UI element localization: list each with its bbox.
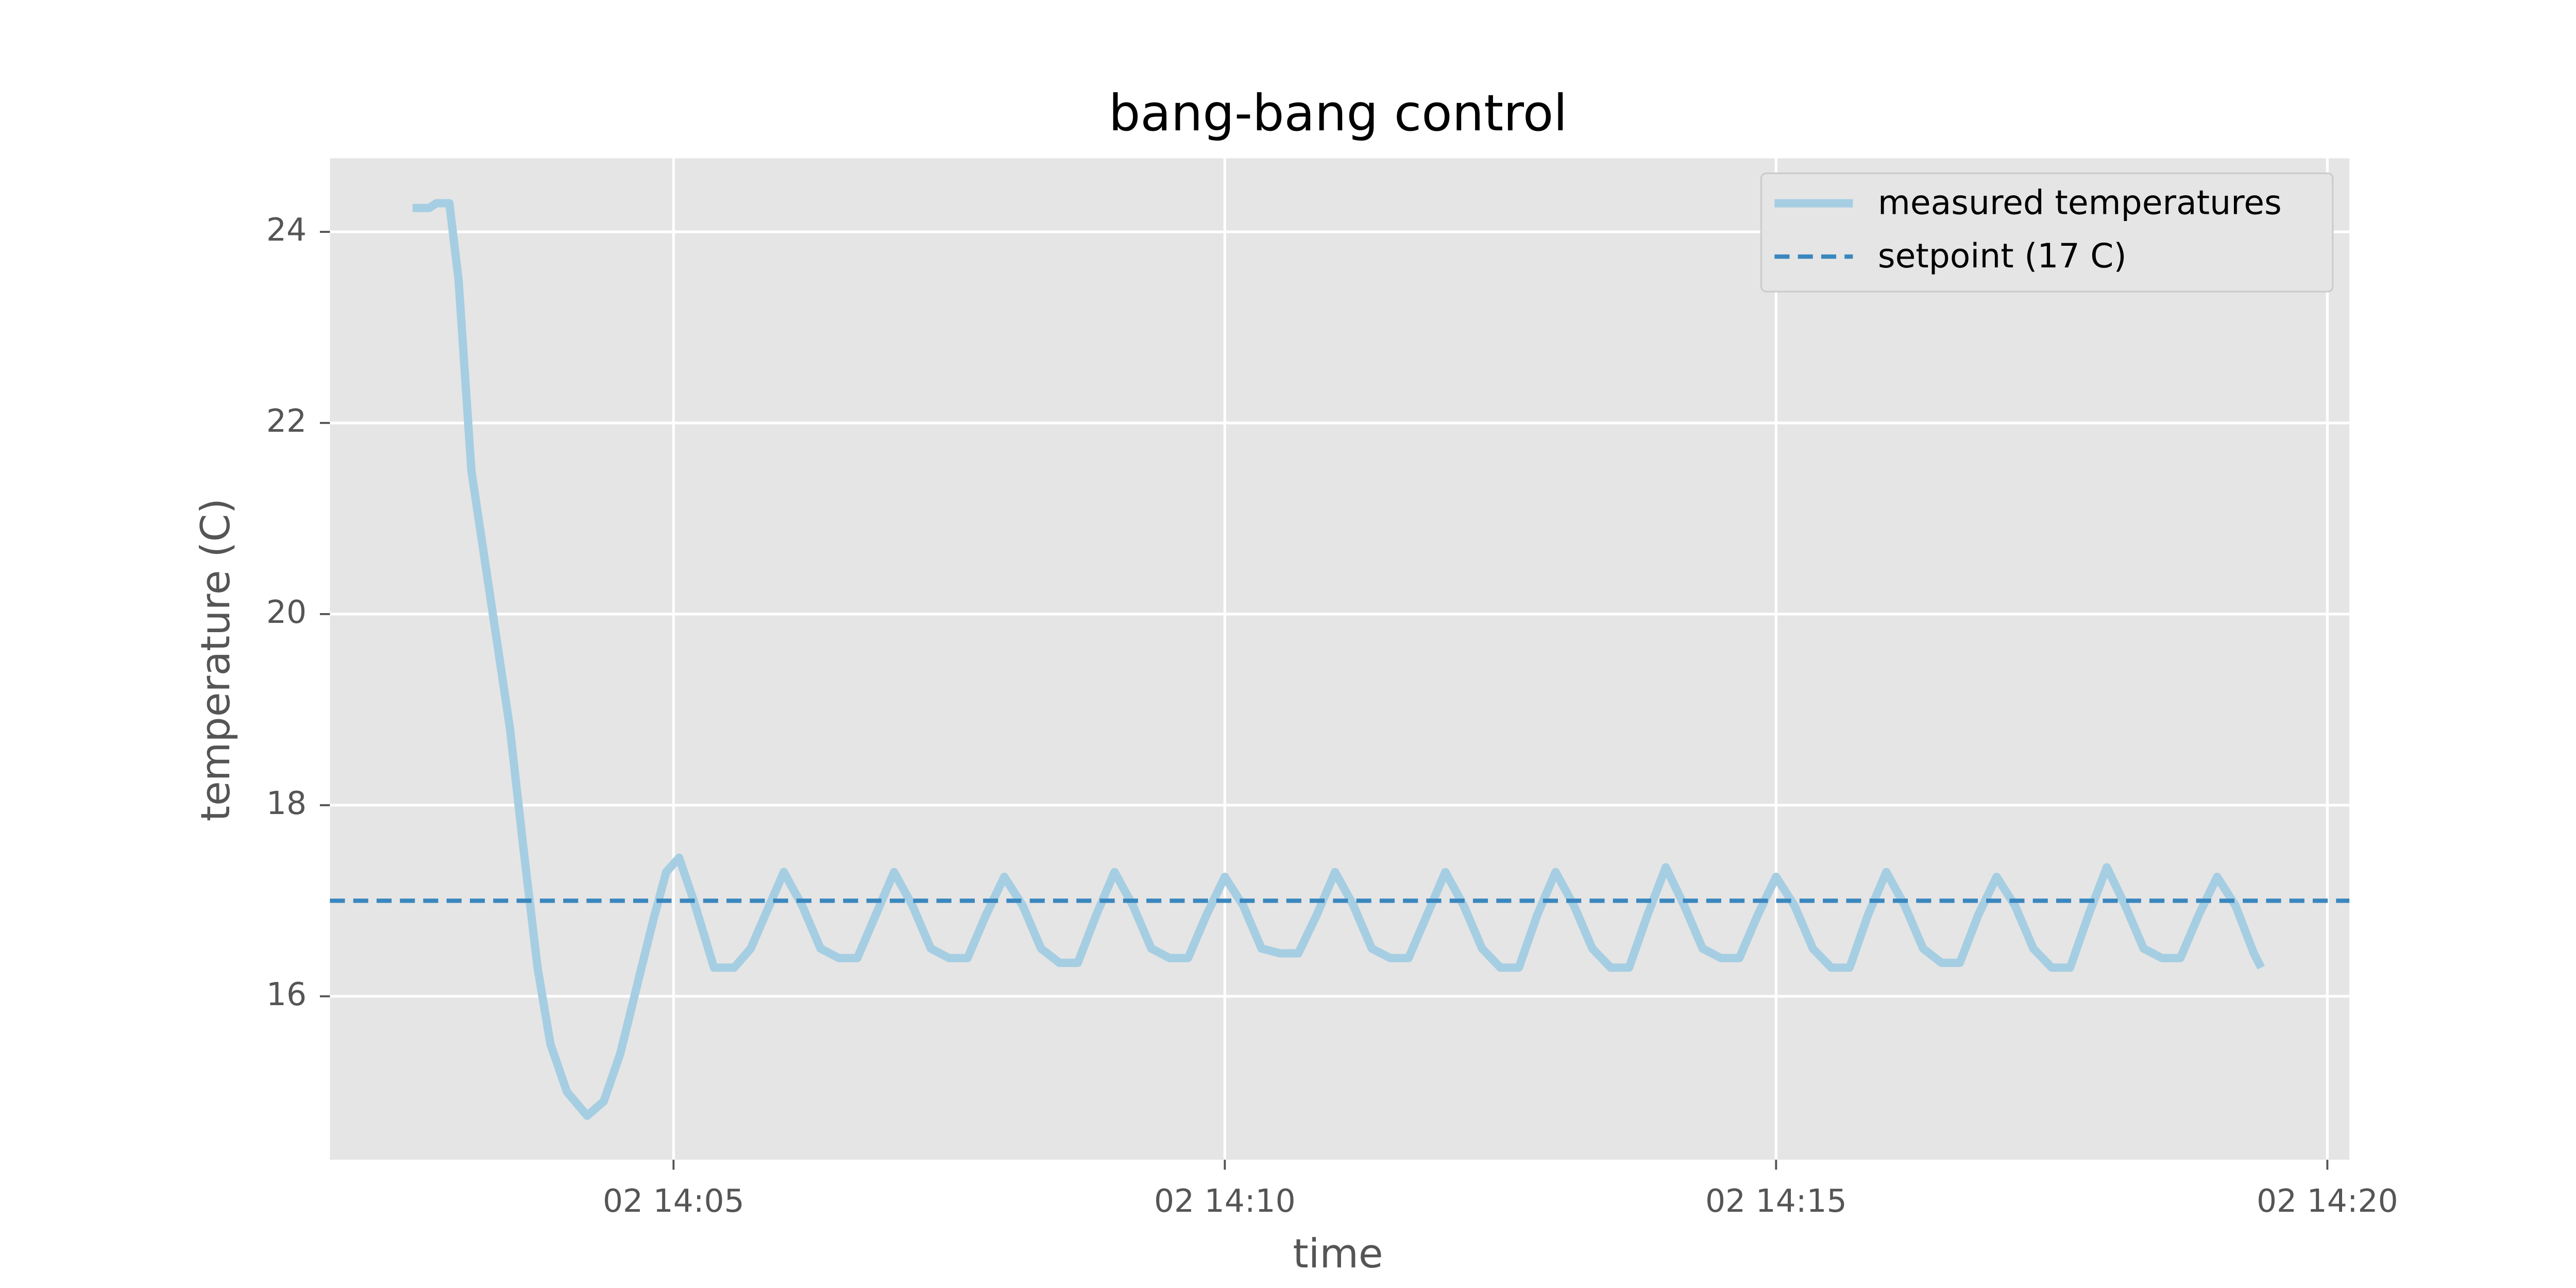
x-axis-label: time xyxy=(1293,1231,1383,1277)
y-tick-label: 16 xyxy=(266,976,307,1013)
y-tick-label: 22 xyxy=(266,403,307,439)
y-tick-label: 18 xyxy=(266,785,307,822)
legend-label: measured temperatures xyxy=(1878,183,2282,222)
legend-box xyxy=(1760,172,2334,293)
marks xyxy=(330,199,2350,1120)
chart-title: bang-bang control xyxy=(1109,84,1567,142)
data-line xyxy=(412,199,2265,1120)
y-axis-label: temperature (C) xyxy=(193,498,239,821)
y-tick-label: 20 xyxy=(266,594,307,631)
legend: measured temperatures setpoint (17 C) xyxy=(1760,172,2334,293)
x-tick-label: 02 14:05 xyxy=(603,1183,744,1219)
x-tick-label: 02 14:20 xyxy=(2257,1183,2398,1219)
x-tick-label: 02 14:15 xyxy=(1705,1183,1847,1219)
plot-area xyxy=(330,158,2350,1160)
y-tick-label: 24 xyxy=(266,212,307,248)
legend-label: setpoint (17 C) xyxy=(1878,237,2127,276)
x-tick-label: 02 14:10 xyxy=(1154,1183,1296,1219)
